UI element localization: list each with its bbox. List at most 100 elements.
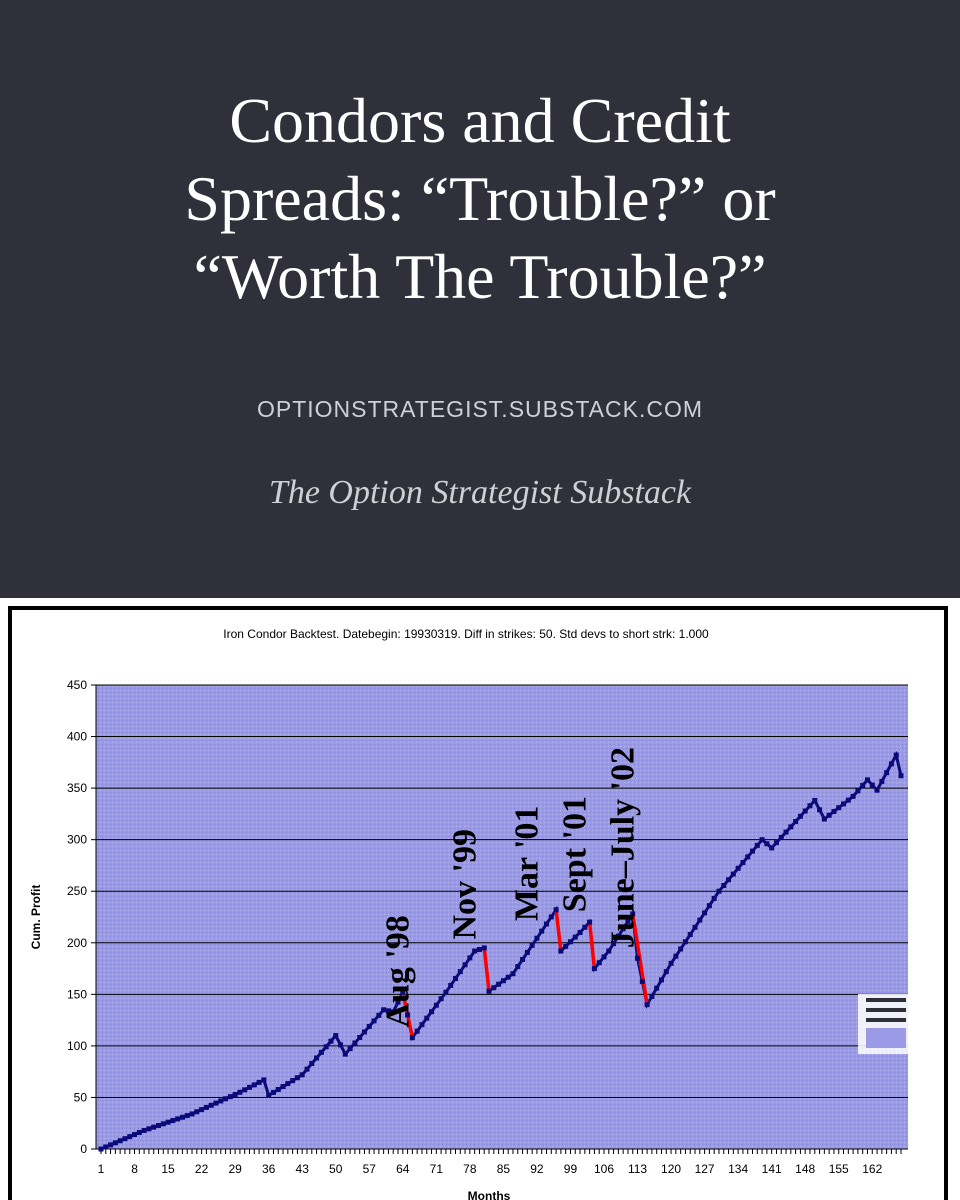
data-point (294, 1075, 300, 1081)
data-point (132, 1132, 138, 1138)
data-point (285, 1081, 291, 1087)
data-point (721, 882, 727, 888)
x-tick-label: 22 (195, 1162, 209, 1176)
data-point (409, 1035, 415, 1041)
data-point (740, 860, 746, 866)
data-point (874, 787, 880, 793)
data-point (117, 1138, 123, 1144)
y-tick-label: 450 (67, 678, 87, 692)
x-tick-label: 36 (262, 1162, 276, 1176)
data-point (452, 976, 458, 982)
data-point (745, 854, 751, 860)
data-point (539, 928, 545, 934)
y-axis: 0 50 100 150 200 250 300 350 400 450 (67, 678, 97, 1156)
data-point (160, 1121, 166, 1127)
data-point (841, 801, 847, 807)
data-point (812, 797, 818, 803)
data-point (802, 808, 808, 814)
data-point (496, 981, 502, 987)
data-point (692, 924, 698, 930)
data-point (476, 946, 482, 952)
data-point (611, 941, 617, 947)
data-point (850, 793, 856, 799)
data-point (687, 932, 693, 938)
y-tick-label: 0 (80, 1142, 87, 1156)
chart-image: Iron Condor Backtest. Datebegin: 1993031… (0, 598, 960, 1200)
backtest-chart: Iron Condor Backtest. Datebegin: 1993031… (8, 606, 948, 1200)
data-point (817, 807, 823, 813)
data-point (189, 1111, 195, 1117)
data-point (572, 934, 578, 940)
data-point (639, 978, 645, 984)
data-point (831, 808, 837, 814)
data-point (472, 948, 478, 954)
data-point (706, 903, 712, 909)
data-point (457, 969, 463, 975)
data-point (333, 1033, 339, 1039)
data-point (544, 921, 550, 927)
data-point (879, 778, 885, 784)
data-point (726, 877, 732, 883)
data-point (103, 1144, 109, 1150)
x-tick-label: 29 (228, 1162, 242, 1176)
data-point (577, 929, 583, 935)
data-point (884, 770, 890, 776)
x-tick-label: 127 (695, 1162, 715, 1176)
x-tick-label: 92 (530, 1162, 544, 1176)
data-point (429, 1009, 435, 1015)
data-point (194, 1109, 200, 1115)
data-point (371, 1018, 377, 1024)
data-point (486, 988, 492, 994)
data-point (256, 1079, 262, 1085)
data-point (232, 1091, 238, 1097)
data-point (112, 1140, 118, 1146)
data-point (678, 946, 684, 952)
data-point (266, 1092, 272, 1098)
annotation-label: Mar '01 (509, 806, 546, 922)
data-point (223, 1096, 229, 1102)
site-url-link[interactable]: OPTIONSTRATEGIST.SUBSTACK.COM (256, 396, 704, 422)
data-point (146, 1126, 152, 1132)
x-tick-label: 50 (329, 1162, 343, 1176)
x-tick-label: 106 (594, 1162, 614, 1176)
data-point (797, 813, 803, 819)
data-point (170, 1118, 176, 1124)
annotation-label: Sept '01 (557, 796, 594, 912)
data-point (620, 926, 626, 932)
data-point (836, 805, 842, 811)
data-point (424, 1015, 430, 1021)
plot-area (96, 685, 908, 1149)
scroll-icon[interactable] (858, 994, 910, 1054)
data-point (869, 782, 875, 788)
annotation-label: June–July '02 (605, 747, 642, 948)
x-tick-label: 85 (497, 1162, 511, 1176)
data-point (587, 919, 593, 925)
x-axis: 1 8 15 22 29 36 43 50 57 64 71 78 85 92 99 106 113 120 127… (96, 1148, 908, 1176)
data-point (548, 914, 554, 920)
publication-name: The Option Strategist Substack (268, 474, 692, 511)
data-point (400, 989, 406, 995)
x-tick-label: 15 (161, 1162, 175, 1176)
data-point (668, 960, 674, 966)
data-point (342, 1051, 348, 1057)
data-point (663, 969, 669, 975)
data-point (376, 1012, 382, 1018)
data-point (448, 982, 454, 988)
data-point (203, 1104, 209, 1110)
x-tick-label: 57 (363, 1162, 377, 1176)
data-point (165, 1119, 171, 1125)
data-point (280, 1084, 286, 1090)
data-point (711, 895, 717, 901)
x-tick-label: 99 (564, 1162, 578, 1176)
y-tick-label: 100 (67, 1039, 87, 1053)
x-tick-label: 1 (98, 1162, 105, 1176)
x-tick-label: 113 (628, 1162, 647, 1176)
data-point (361, 1029, 367, 1035)
data-point (769, 845, 775, 851)
x-tick-label: 71 (430, 1162, 444, 1176)
data-point (419, 1022, 425, 1028)
data-point (563, 943, 569, 949)
data-point (582, 924, 588, 930)
data-point (151, 1124, 157, 1130)
data-point (658, 977, 664, 983)
